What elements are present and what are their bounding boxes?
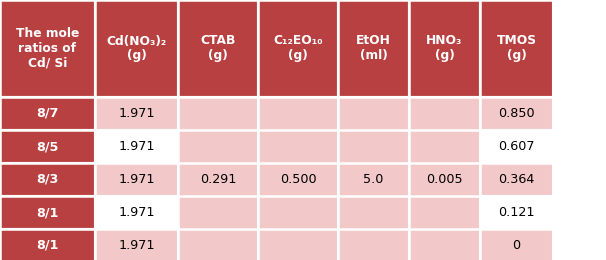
Bar [409,0,480,97]
Bar [258,97,338,260]
Bar [258,0,338,97]
Bar [95,196,178,229]
Bar [178,97,258,260]
Text: 0.607: 0.607 [498,140,534,153]
Bar [0,229,95,260]
Text: 0.291: 0.291 [200,173,236,186]
Text: The mole
ratios of
Cd/ Si: The mole ratios of Cd/ Si [16,27,79,70]
Bar [480,130,553,163]
Bar [95,163,178,196]
Text: 1.971: 1.971 [118,206,155,219]
Bar [480,196,553,229]
Text: 1.971: 1.971 [118,239,155,252]
Text: 8/1: 8/1 [36,239,59,252]
Text: C₁₂EO₁₀
(g): C₁₂EO₁₀ (g) [273,35,323,62]
Text: 1.971: 1.971 [118,140,155,153]
Text: 8/1: 8/1 [36,206,59,219]
Bar [480,229,553,260]
Bar [0,163,95,196]
Text: 1.971: 1.971 [118,107,155,120]
Text: 0.850: 0.850 [498,107,535,120]
Bar [338,97,409,260]
Bar [480,163,553,196]
Text: 1.971: 1.971 [118,173,155,186]
Bar [409,97,480,260]
Text: 0.121: 0.121 [498,206,534,219]
Text: 0.500: 0.500 [280,173,316,186]
Bar [178,0,258,97]
Text: 5.0: 5.0 [364,173,384,186]
Text: 0: 0 [513,239,521,252]
Text: 8/7: 8/7 [36,107,59,120]
Text: Cd(NO₃)₂
(g): Cd(NO₃)₂ (g) [107,35,167,62]
Bar [0,97,95,130]
Bar [95,229,178,260]
Text: 8/3: 8/3 [36,173,59,186]
Text: HNO₃
(g): HNO₃ (g) [426,35,463,62]
Text: 0.005: 0.005 [426,173,463,186]
Text: EtOH
(ml): EtOH (ml) [356,35,391,62]
Bar [95,130,178,163]
Bar [338,0,409,97]
Bar [95,0,178,97]
Bar [0,130,95,163]
Bar [0,0,95,97]
Bar [480,0,553,97]
Text: CTAB
(g): CTAB (g) [201,35,236,62]
Bar [480,97,553,130]
Text: 0.364: 0.364 [498,173,534,186]
Bar [0,196,95,229]
Bar [95,97,178,130]
Text: TMOS
(g): TMOS (g) [496,35,536,62]
Text: 8/5: 8/5 [36,140,59,153]
